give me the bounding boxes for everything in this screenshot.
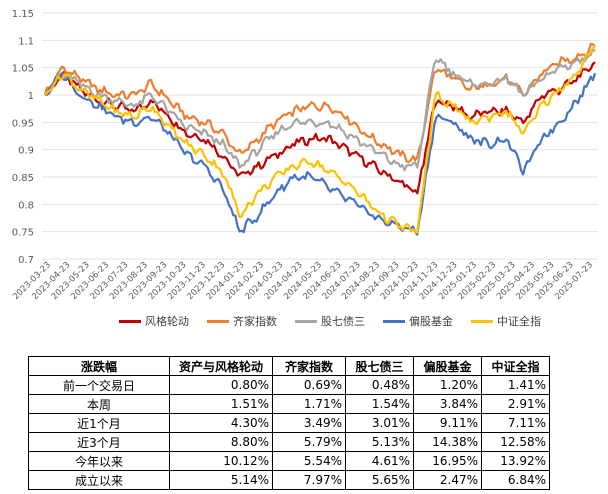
- y-tick-label: 0.75: [12, 228, 34, 239]
- table-cell: 8.80%: [169, 432, 273, 452]
- legend-item: 风格轮动: [119, 312, 189, 330]
- legend-item: 齐家指数: [207, 312, 277, 330]
- y-tick-label: 0.95: [12, 118, 34, 129]
- table-header-row: 涨跌幅 资产与风格轮动 齐家指数 股七债三 偏股基金 中证全指: [28, 356, 550, 376]
- table-row: 今年以来 10.12% 5.54% 4.61% 16.95% 13.92%: [28, 451, 550, 471]
- series-line: [44, 45, 596, 234]
- row-label: 本周: [28, 394, 170, 414]
- table-cell: 2.47%: [413, 470, 482, 490]
- series-lines: [43, 42, 597, 236]
- legend-label: 齐家指数: [233, 315, 277, 328]
- table-cell: 1.54%: [345, 394, 414, 414]
- table-cell: 13.92%: [481, 451, 550, 471]
- x-axis-ticks: 2023-03-232023-04-232023-05-232023-06-23…: [11, 260, 595, 302]
- y-tick-label: 0.85: [12, 173, 34, 184]
- table-cell: 14.38%: [413, 432, 482, 452]
- series-line: [44, 47, 596, 172]
- table-cell: 0.69%: [272, 375, 346, 395]
- table-header: 资产与风格轮动: [169, 356, 273, 376]
- table-cell: 5.79%: [272, 432, 346, 452]
- table-cell: 16.95%: [413, 451, 482, 471]
- table-cell: 5.13%: [345, 432, 414, 452]
- returns-table: 涨跌幅 资产与风格轮动 齐家指数 股七债三 偏股基金 中证全指 前一个交易日 0.…: [28, 356, 550, 490]
- table-cell: 5.14%: [169, 470, 273, 490]
- y-tick-label: 1: [28, 91, 34, 102]
- table-row: 前一个交易日 0.80% 0.69% 0.48% 1.20% 1.41%: [28, 375, 550, 395]
- row-label: 近3个月: [28, 432, 170, 452]
- table-cell: 5.65%: [345, 470, 414, 490]
- legend-item: 偏股基金: [383, 312, 453, 330]
- y-tick-label: 1.05: [12, 64, 34, 75]
- table-cell: 6.84%: [481, 470, 550, 490]
- table-cell: 7.11%: [481, 413, 550, 433]
- legend: 风格轮动 齐家指数 股七债三 偏股基金 中证全指: [60, 312, 600, 330]
- table-cell: 0.80%: [169, 375, 273, 395]
- line-chart: 0.7 0.75 0.8 0.85 0.9 0.95 1 1.05 1.1 1.15 2023-0…: [11, 9, 598, 302]
- legend-swatch-icon: [119, 319, 141, 323]
- table-cell: 3.84%: [413, 394, 482, 414]
- table-cell: 1.51%: [169, 394, 273, 414]
- legend-swatch-icon: [471, 319, 493, 323]
- y-tick-label: 0.7: [18, 255, 34, 266]
- legend-label: 中证全指: [497, 315, 541, 328]
- y-tick-label: 0.8: [18, 200, 34, 211]
- table-row: 本周 1.51% 1.71% 1.54% 3.84% 2.91%: [28, 394, 550, 414]
- table-cell: 10.12%: [169, 451, 273, 471]
- table-cell: 5.54%: [272, 451, 346, 471]
- series-line: [43, 61, 596, 195]
- table-cell: 1.20%: [413, 375, 482, 395]
- legend-item: 中证全指: [471, 312, 541, 330]
- table-cell: 3.01%: [345, 413, 414, 433]
- table-row: 近1个月 4.30% 3.49% 3.01% 9.11% 7.11%: [28, 413, 550, 433]
- series-line: [44, 72, 597, 236]
- legend-swatch-icon: [295, 319, 317, 323]
- legend-swatch-icon: [207, 319, 229, 323]
- legend-item: 股七债三: [295, 312, 365, 330]
- y-tick-label: 1.15: [12, 9, 34, 20]
- table-header: 齐家指数: [272, 356, 346, 376]
- table-cell: 2.91%: [481, 394, 550, 414]
- table-header: 涨跌幅: [28, 356, 170, 376]
- table-header: 中证全指: [481, 356, 550, 376]
- y-axis-ticks: 0.7 0.75 0.8 0.85 0.9 0.95 1 1.05 1.1 1.15: [12, 9, 34, 266]
- series-line: [43, 42, 596, 164]
- table-header: 偏股基金: [413, 356, 482, 376]
- table-cell: 1.41%: [481, 375, 550, 395]
- row-label: 前一个交易日: [28, 375, 170, 395]
- legend-label: 股七债三: [321, 315, 365, 328]
- table-cell: 0.48%: [345, 375, 414, 395]
- table-cell: 12.58%: [481, 432, 550, 452]
- legend-swatch-icon: [383, 319, 405, 323]
- table-row: 近3个月 8.80% 5.79% 5.13% 14.38% 12.58%: [28, 432, 550, 452]
- table-header: 股七债三: [345, 356, 414, 376]
- table-cell: 4.61%: [345, 451, 414, 471]
- table-cell: 1.71%: [272, 394, 346, 414]
- legend-label: 偏股基金: [409, 315, 453, 328]
- row-label: 成立以来: [28, 470, 170, 490]
- table-cell: 3.49%: [272, 413, 346, 433]
- table-cell: 7.97%: [272, 470, 346, 490]
- table-row: 成立以来 5.14% 7.97% 5.65% 2.47% 6.84%: [28, 470, 550, 490]
- gridlines: [42, 12, 598, 260]
- row-label: 今年以来: [28, 451, 170, 471]
- legend-label: 风格轮动: [145, 315, 189, 328]
- y-tick-label: 1.1: [18, 36, 34, 47]
- row-label: 近1个月: [28, 413, 170, 433]
- table-cell: 9.11%: [413, 413, 482, 433]
- table-cell: 4.30%: [169, 413, 273, 433]
- y-tick-label: 0.9: [18, 146, 34, 157]
